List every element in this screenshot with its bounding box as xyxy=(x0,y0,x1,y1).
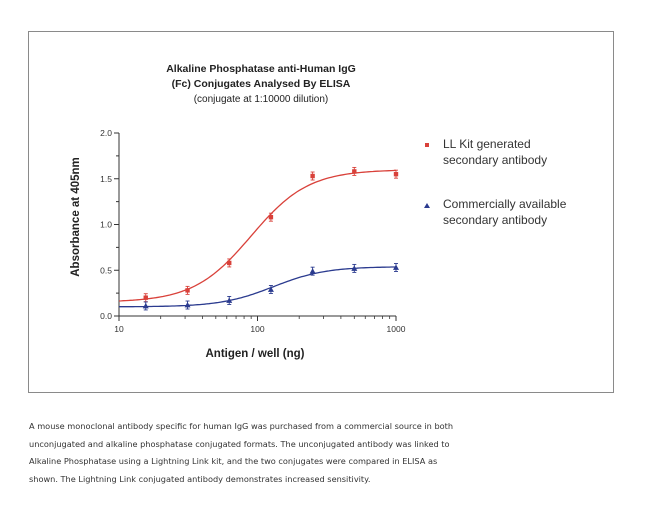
legend-marker-series-1 xyxy=(425,143,429,147)
data-point-series-2 xyxy=(142,302,149,309)
legend-label-series-1: secondary antibody xyxy=(443,153,547,167)
axes: 0.0 0.5 1.0 1.5 2.0 10 100 1000 xyxy=(100,128,406,334)
chart-title-line-1: Alkaline Phosphatase anti-Human IgG xyxy=(166,63,356,75)
chart-subtitle: (conjugate at 1:10000 dilution) xyxy=(194,94,329,105)
fit-curve-series-1 xyxy=(118,169,397,302)
data-points xyxy=(142,166,399,311)
x-tick-label: 100 xyxy=(250,324,264,334)
elisa-chart: Alkaline Phosphatase anti-Human IgG (Fc)… xyxy=(70,63,567,360)
data-point-series-1 xyxy=(310,173,315,179)
caption-line-3: Alkaline Phosphatase using a Lightning L… xyxy=(29,456,438,466)
fit-curves xyxy=(118,169,397,308)
x-axis-label: Antigen / well (ng) xyxy=(205,348,304,360)
y-tick-label: 2.0 xyxy=(100,128,112,138)
data-point-series-1 xyxy=(185,288,190,293)
y-tick-label: 1.0 xyxy=(100,220,112,230)
data-point-series-2 xyxy=(351,265,358,271)
data-point-series-2 xyxy=(267,286,274,292)
y-tick-label: 0.0 xyxy=(100,311,112,321)
fit-curve-series-2 xyxy=(119,266,396,308)
x-tick-label: 1000 xyxy=(387,324,406,334)
data-point-series-1 xyxy=(352,169,357,174)
data-point-series-1 xyxy=(393,171,399,177)
caption-line-2: unconjugated and alkaline phosphatase co… xyxy=(29,438,450,449)
x-tick-label: 10 xyxy=(114,324,124,334)
caption-line-4: shown. The Lightning Link conjugated ant… xyxy=(29,473,371,484)
data-point-series-2 xyxy=(309,268,316,274)
data-point-series-1 xyxy=(268,214,274,220)
caption-line-1: A mouse monoclonal antibody specific for… xyxy=(29,421,454,431)
legend-label-series-1: LL Kit generated xyxy=(443,137,531,151)
data-point-series-2 xyxy=(226,297,233,303)
y-tick-label: 0.5 xyxy=(100,265,112,275)
y-axis-label: Absorbance at 405nm xyxy=(70,157,82,277)
data-point-series-2 xyxy=(393,264,399,270)
data-point-series-1 xyxy=(143,295,148,300)
legend-label-series-2: Commercially available xyxy=(443,197,567,211)
figure-frame: Alkaline Phosphatase anti-Human IgG (Fc)… xyxy=(28,31,614,393)
chart-title-line-2: (Fc) Conjugates Analysed By ELISA xyxy=(172,78,351,90)
legend-label-series-2: secondary antibody xyxy=(443,213,547,227)
figure-caption: A mouse monoclonal antibody specific for… xyxy=(29,418,619,488)
data-point-series-1 xyxy=(227,260,232,266)
data-point-series-2 xyxy=(184,302,191,308)
y-tick-label: 1.5 xyxy=(100,174,112,184)
legend: LL Kit generated secondary antibody Commer… xyxy=(424,137,567,227)
legend-marker-series-2 xyxy=(424,203,430,208)
